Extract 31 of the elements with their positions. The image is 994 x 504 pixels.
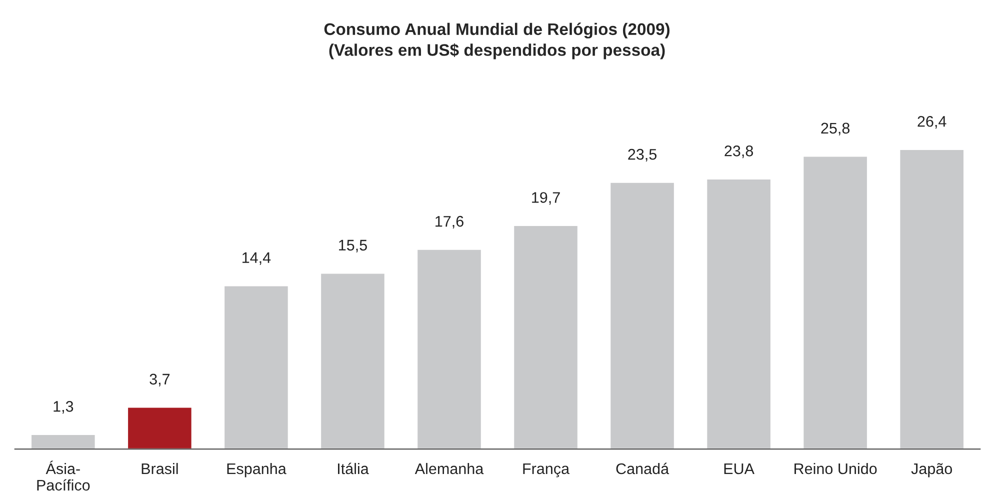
bar — [898, 148, 965, 450]
bar — [30, 434, 96, 450]
x-tick-label: Itália — [338, 462, 369, 474]
bar — [223, 284, 290, 450]
chart-title: Consumo Anual Mundial de Relógios (2009) (Valores em US$ despendidos por pessoa) — [324, 22, 670, 60]
bar — [802, 155, 868, 450]
data-label: 3,7 — [150, 374, 170, 386]
x-tick-label: Alemanha — [414, 462, 484, 474]
bar — [512, 224, 579, 450]
bar — [126, 406, 193, 450]
data-label: 26,4 — [918, 116, 946, 129]
x-tick-label: França — [523, 463, 570, 478]
x-tick-label: Espanha — [227, 462, 286, 478]
x-tick-label: Canadá — [616, 462, 670, 474]
bar — [706, 178, 772, 450]
bar — [416, 248, 482, 450]
x-tick-label: Reino Unido — [794, 462, 877, 474]
x-tick-label: EUA — [724, 464, 754, 474]
data-label: 17,6 — [436, 216, 464, 229]
data-label: 14,4 — [242, 252, 271, 265]
data-label: 23,5 — [628, 148, 656, 162]
x-tick-label: Japão — [911, 463, 952, 478]
data-label: 19,7 — [532, 192, 560, 205]
bar — [320, 272, 386, 450]
data-label: 15,5 — [339, 240, 367, 252]
x-tick-label: Ásia- Pacífico — [37, 460, 90, 491]
data-label: 25,8 — [821, 122, 850, 136]
data-label: 1,3 — [54, 401, 74, 414]
data-label: 23,8 — [724, 146, 753, 158]
bar — [609, 182, 676, 450]
x-tick-label: Brasil — [142, 462, 178, 474]
